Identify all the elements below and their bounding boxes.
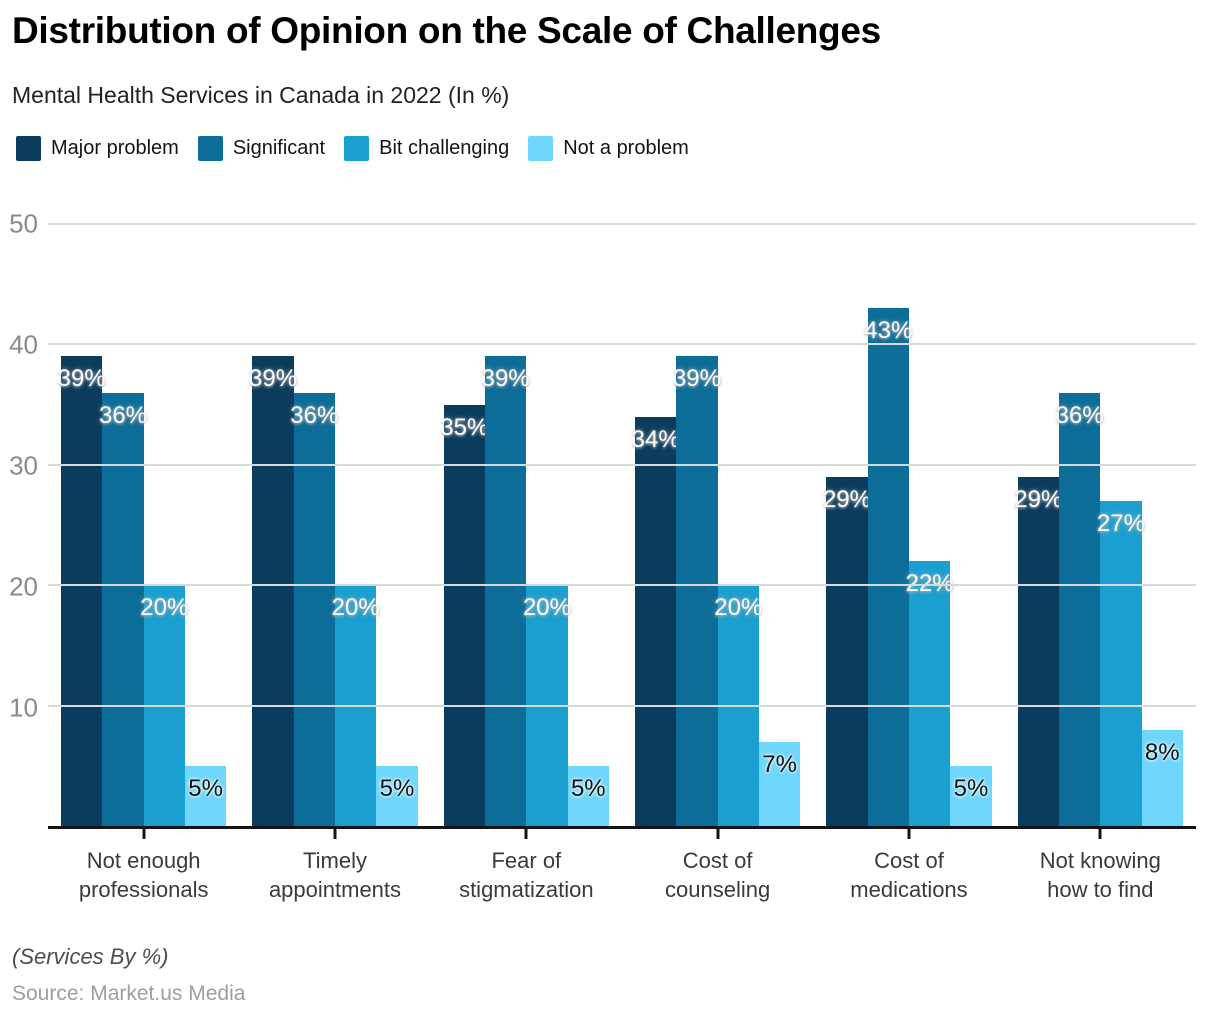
bar: 5% [567, 765, 609, 826]
bar: 39% [673, 356, 721, 826]
bar-value-label: 39% [248, 365, 298, 393]
gridline [48, 584, 1196, 587]
bar: 22% [906, 561, 954, 826]
bar-value-label: 5% [953, 774, 989, 802]
legend-item: Not a problem [528, 136, 689, 161]
bar: 5% [950, 765, 992, 826]
gridline [48, 343, 1196, 346]
bar: 36% [99, 392, 147, 826]
x-axis-label: Cost of medications [850, 848, 968, 902]
bar-value-label: 29% [822, 485, 872, 513]
bar: 27% [1097, 500, 1145, 826]
bar-value-label: 5% [570, 774, 606, 802]
bar-value-label: 8% [1144, 738, 1180, 766]
bar-value-label: 7% [762, 750, 797, 778]
bar: 29% [823, 476, 871, 826]
x-axis-label: Timely appointments [268, 848, 402, 902]
gridline [48, 223, 1196, 225]
bar: 5% [376, 765, 418, 826]
legend-label: Major problem [51, 137, 179, 159]
legend-swatch [528, 136, 554, 161]
x-axis-label: Fear of stigmatization [459, 848, 594, 902]
legend-item: Significant [197, 136, 326, 161]
bar: 36% [290, 392, 338, 826]
y-tick-label: 50 [9, 208, 38, 239]
bar-value-label: 22% [905, 570, 954, 598]
legend-item: Bit challenging [344, 136, 509, 161]
bars-layer: 39% 36% 20% 5% 39% 36% 20% 5% 35% 39% 20% 5% 34% 39% 2… [48, 224, 1196, 826]
bar-value-label: 20% [331, 594, 380, 622]
bar-value-label: 20% [522, 594, 571, 622]
legend: Major problem Significant Bit challenging N… [16, 136, 689, 161]
plot-area: 39% 36% 20% 5% 39% 36% 20% 5% 35% 39% 20% 5% 34% 39% 2… [48, 223, 1196, 829]
bar-value-label: 35% [440, 413, 489, 441]
bar: 39% [249, 356, 297, 826]
legend-label: Not a problem [563, 137, 689, 159]
x-axis-label: Cost of counseling [665, 848, 771, 902]
legend-swatch [197, 136, 223, 161]
y-tick-label: 20 [9, 571, 38, 602]
bar-value-label: 39% [672, 365, 722, 393]
bar: 43% [864, 308, 912, 826]
bar-group: 39% 36% 20% 5% [48, 224, 239, 826]
bar-group: 35% 39% 20% 5% [431, 224, 622, 826]
bar-value-label: 36% [290, 401, 339, 429]
bar-value-label: 20% [140, 594, 189, 622]
y-tick-label: 40 [9, 329, 38, 360]
gridline [48, 463, 1196, 466]
bar-value-label: 36% [1055, 401, 1104, 429]
legend-swatch [16, 136, 41, 161]
y-axis-labels: 50 40 30 20 10 [0, 209, 38, 829]
bar-value-label: 36% [98, 401, 148, 429]
legend-label: Bit challenging [379, 137, 510, 159]
y-tick-label: 10 [9, 692, 38, 723]
bar: 34% [632, 416, 680, 826]
bar: 39% [58, 356, 106, 826]
legend-swatch [344, 136, 370, 161]
bar: 8% [1141, 729, 1183, 826]
bar: 7% [758, 741, 801, 826]
bar-value-label: 20% [714, 594, 763, 622]
bar-group: 29% 36% 27% 8% [1005, 224, 1196, 826]
legend-label: Significant [232, 137, 326, 159]
bar-value-label: 29% [1014, 485, 1063, 513]
bar-value-label: 39% [481, 365, 530, 393]
bar-value-label: 5% [379, 774, 415, 802]
chart-subtitle: Mental Health Services in Canada in 2022… [12, 82, 510, 108]
bar-value-label: 39% [57, 365, 106, 393]
x-axis-labels: Not enough professionals Timely appointme… [48, 846, 1196, 904]
bar-value-label: 34% [631, 425, 680, 453]
bar: 5% [184, 765, 227, 826]
bar: 29% [1014, 476, 1062, 826]
bar: 35% [440, 404, 488, 826]
bar-value-label: 5% [188, 774, 223, 802]
bar-value-label: 43% [864, 317, 913, 345]
chart-title: Distribution of Opinion on the Scale of … [12, 10, 881, 51]
bar-group: 29% 43% 22% 5% [813, 224, 1004, 826]
bar-group: 34% 39% 20% 7% [622, 224, 813, 826]
bar: 36% [1056, 392, 1104, 826]
x-axis-label: Not enough professionals [78, 848, 209, 902]
footnote: (Services By %) [12, 944, 169, 969]
legend-item: Major problem [16, 136, 179, 161]
y-tick-label: 30 [9, 450, 38, 481]
source-credit: Source: Market.us Media [12, 982, 246, 1005]
x-axis-label: Not knowing how to find [1039, 848, 1161, 902]
gridline [48, 704, 1196, 707]
bar-value-label: 27% [1096, 509, 1145, 537]
bar-group: 39% 36% 20% 5% [239, 224, 430, 826]
bar: 39% [482, 356, 530, 826]
